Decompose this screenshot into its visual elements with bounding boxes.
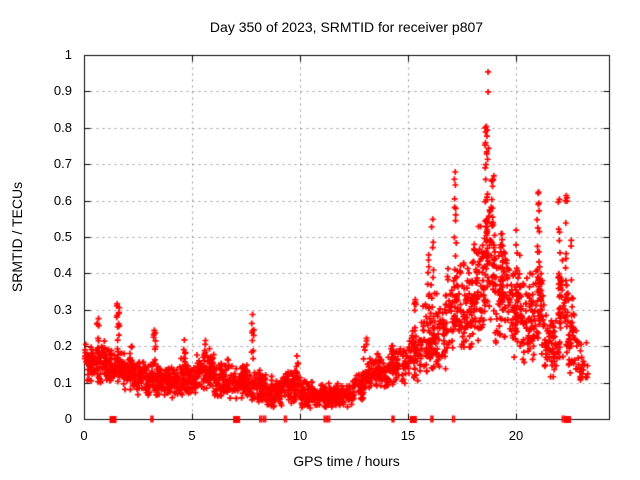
y-tick-label: 0.8	[53, 120, 72, 135]
y-tick-label: 0	[64, 411, 72, 426]
x-tick-label: 5	[188, 428, 196, 443]
y-tick-label: 0.4	[53, 265, 72, 280]
x-tick-label: 10	[292, 428, 308, 443]
y-tick-label: 0.9	[53, 83, 72, 98]
y-tick-label: 0.6	[53, 193, 72, 208]
y-tick-label: 0.5	[53, 229, 72, 244]
y-tick-label: 0.2	[53, 338, 72, 353]
chart-title: Day 350 of 2023, SRMTID for receiver p80…	[209, 19, 484, 35]
x-tick-label: 20	[508, 428, 524, 443]
x-tick-label: 15	[400, 428, 416, 443]
y-tick-label: 1	[64, 47, 72, 62]
y-tick-label: 0.3	[53, 302, 72, 317]
x-tick-label: 0	[80, 428, 88, 443]
x-axis-label: GPS time / hours	[293, 453, 400, 469]
y-tick-label: 0.1	[53, 375, 72, 390]
y-axis-label: SRMTID / TECUs	[9, 181, 25, 293]
y-tick-label: 0.7	[53, 156, 72, 171]
